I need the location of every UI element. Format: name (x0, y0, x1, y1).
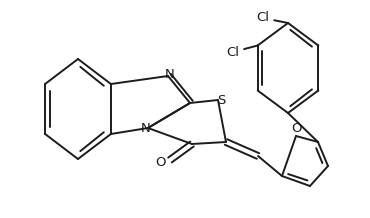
Text: Cl: Cl (256, 12, 269, 24)
Text: S: S (217, 94, 225, 107)
Text: O: O (155, 155, 165, 169)
Text: N: N (141, 121, 151, 135)
Text: O: O (291, 121, 301, 135)
Text: N: N (165, 68, 175, 80)
Text: Cl: Cl (226, 46, 239, 58)
